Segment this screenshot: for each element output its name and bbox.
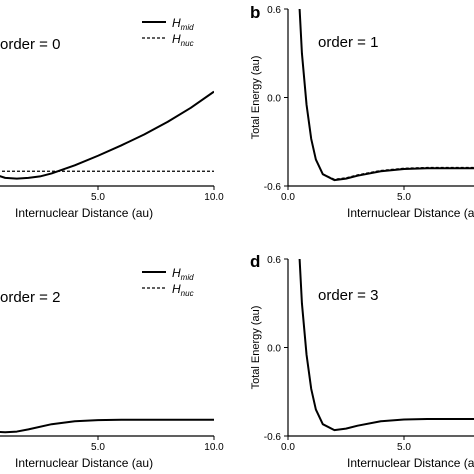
order-annotation: order = 3: [318, 287, 378, 304]
x-tick-label: 10.0: [204, 442, 224, 453]
series-line-mid: [0, 90, 214, 180]
order-annotation: order = 0: [0, 36, 60, 53]
x-tick-label: 5.0: [397, 192, 411, 203]
y-tick-label: -0.6: [264, 182, 282, 193]
order-annotation: order = 2: [0, 289, 60, 306]
y-tick-label: 0.0: [267, 344, 281, 355]
chart-panel-1: 5.0 10.0 Internuclear Distance (au) order =…: [0, 16, 224, 220]
series-line-nuc: [322, 166, 474, 181]
y-tick-label: -0.6: [264, 432, 282, 443]
panel-letter: d: [250, 252, 260, 271]
x-tick-label: 5.0: [91, 192, 105, 203]
series-line-mid: [298, 259, 474, 432]
y-tick-label: 0.0: [267, 94, 281, 105]
panel-letter: b: [250, 3, 260, 22]
x-tick-label: 0.0: [281, 192, 295, 203]
x-tick-label: 5.0: [91, 442, 105, 453]
y-tick-label: 0.6: [267, 255, 281, 266]
order-annotation: order = 1: [318, 34, 378, 51]
x-axis-label: Internuclear Distance (au): [15, 456, 153, 470]
series-line-mid: [0, 418, 214, 434]
x-axis-label: Internuclear Distance (au): [347, 206, 474, 220]
y-tick-label: 0.6: [267, 5, 281, 16]
x-tick-label: 0.0: [281, 442, 295, 453]
legend-label-mid: Hmid: [172, 266, 194, 282]
legend-label-nuc: Hnuc: [172, 32, 194, 48]
x-axis-label: Internuclear Distance (a: [347, 456, 474, 470]
y-axis-label: Total Energy (au): [250, 306, 262, 390]
series-line-mid: [298, 9, 474, 182]
x-tick-label: 10.0: [204, 192, 224, 203]
x-tick-label: 5.0: [397, 442, 411, 453]
legend-label-mid: Hmid: [172, 16, 194, 32]
y-axis-label: Total Energy (au): [250, 56, 262, 140]
legend-label-nuc: Hnuc: [172, 282, 194, 298]
chart-panel-3: 5.0 10.0 Internuclear Distance (au) order =…: [0, 266, 224, 470]
x-axis-label: Internuclear Distance (au): [15, 206, 153, 220]
